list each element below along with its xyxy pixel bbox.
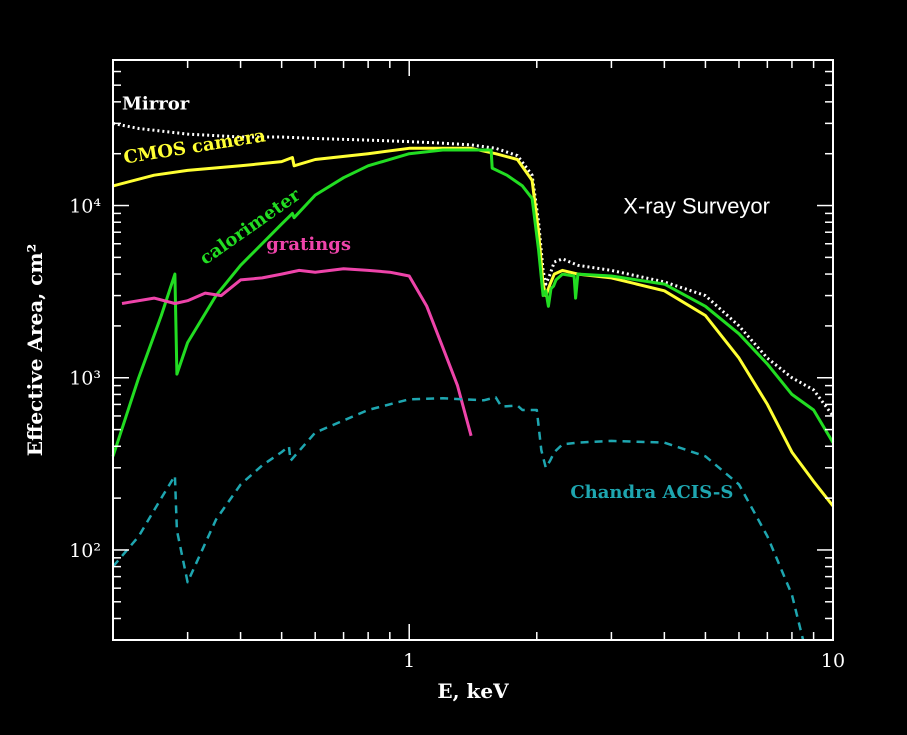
series-label-chandra-acis-s: Chandra ACIS-S [570, 482, 733, 503]
series-cmos-camera-line [112, 146, 835, 507]
annotation-text: X-ray Surveyor [623, 194, 770, 219]
series-calorimeter-line [111, 148, 835, 457]
x-tick-label: 1 [403, 650, 415, 672]
series-mirror-line [112, 121, 835, 417]
y-tick-label: 10⁴ [69, 196, 101, 218]
plot-frame [112, 59, 834, 641]
y-tick-label: 10³ [69, 368, 101, 390]
y-axis-label: Effective Area, cm² [23, 244, 47, 456]
series-gratings-line [121, 267, 473, 437]
series-label-mirror: Mirror [122, 94, 190, 115]
y-tick-label: 10² [69, 540, 101, 562]
series-label-gratings: gratings [266, 234, 351, 255]
tick-layer [112, 59, 834, 641]
x-tick-label: 10 [821, 650, 845, 672]
series-layer [111, 121, 835, 641]
x-axis-label: E, keV [437, 679, 509, 703]
series-chandra-acis-s-line [112, 396, 805, 641]
